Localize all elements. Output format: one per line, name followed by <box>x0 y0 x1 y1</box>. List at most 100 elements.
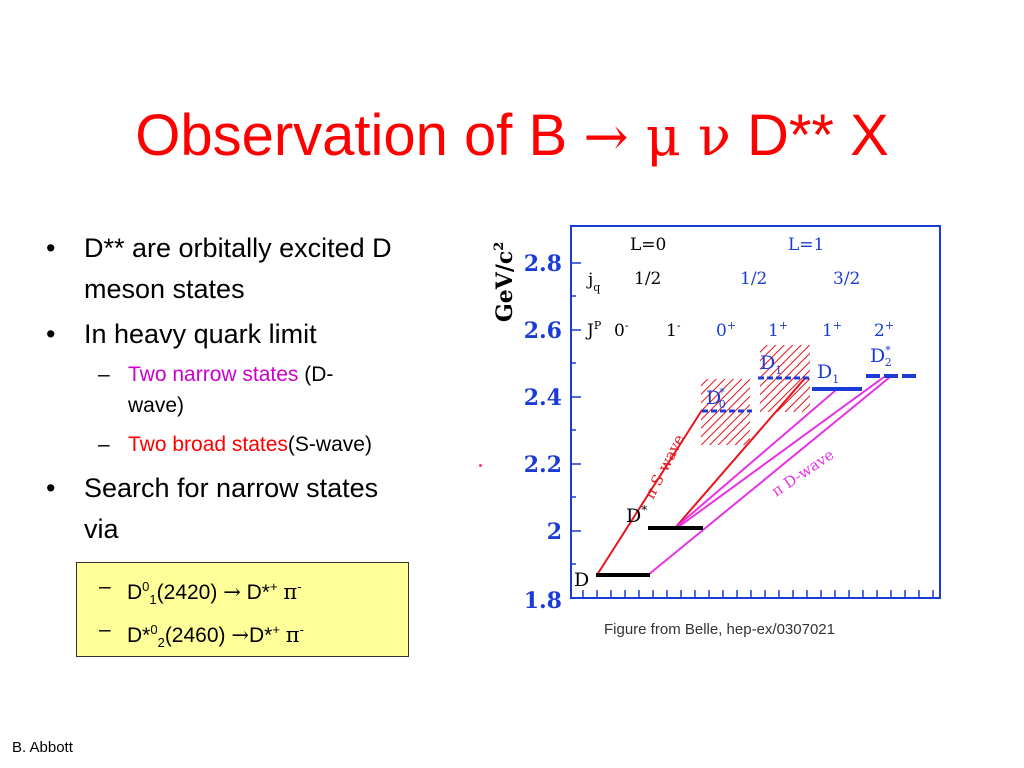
state-label-d1-text: D <box>817 361 832 383</box>
dash-icon: – <box>99 618 111 641</box>
decay-text: D <box>127 581 143 604</box>
jq-label-sub: q <box>593 281 600 294</box>
narrow-states-rest: (D- <box>298 363 334 386</box>
bullet-dot-icon: • <box>46 233 56 263</box>
subbullet-narrow: – Two narrow states (D- wave) <box>40 359 480 421</box>
state-label-d2star-sub: 2 <box>885 356 892 369</box>
decay-sup: 0 <box>150 622 158 637</box>
header-l1: L=1 <box>788 235 824 255</box>
jp-value-n: 1 <box>822 321 833 341</box>
jp-value: 0- <box>614 319 629 341</box>
state-label-d0star: D* 0 <box>706 386 726 411</box>
jp-value-n: 1 <box>768 321 779 341</box>
jp-value: 0+ <box>716 319 736 341</box>
state-label-d0star-text: D <box>706 387 721 409</box>
ytick-label: 2.8 <box>524 251 562 277</box>
decay-sup: + <box>272 622 280 637</box>
state-label-d1-broad-sub: 1 <box>775 364 782 377</box>
jp-value: 1+ <box>768 319 788 341</box>
bullet-text: Search for narrow states <box>84 473 379 503</box>
decay-text: D* <box>240 581 270 604</box>
bullet-text: In heavy quark limit <box>84 319 317 349</box>
jq-label-text: j <box>586 270 593 290</box>
jp-value-n: 2 <box>874 321 885 341</box>
jp-value-s: + <box>885 319 894 332</box>
d-wave-transitions <box>647 376 891 576</box>
title-mu: μ <box>628 105 699 168</box>
jq-value: 1/2 <box>740 269 767 289</box>
s-wave-label: π S-wave <box>641 431 689 501</box>
bottom-ticks <box>582 590 934 598</box>
title-suffix: D** X <box>730 103 889 168</box>
bullet-text: via <box>84 514 119 544</box>
title-arrow: → <box>583 105 629 168</box>
ytick-label: 2.6 <box>524 318 562 344</box>
decay-text: D* <box>248 624 273 647</box>
dash-icon: – <box>98 363 110 386</box>
ytick-label: 2.4 <box>524 385 562 411</box>
state-label-d: D <box>574 569 589 591</box>
jq-value: 1/2 <box>634 269 661 289</box>
level-diagram: 2.8 2.6 2.4 2.2 2 1.8 GeV/c2 L=0 L=1 jq … <box>492 225 941 614</box>
bullet-text: meson states <box>84 274 245 304</box>
decay-sup: 0 <box>142 579 150 594</box>
pi-symbol: π <box>283 580 298 604</box>
jp-label: JP <box>585 319 602 341</box>
state-label-d1-sub: 1 <box>832 373 839 386</box>
state-label-d0star-sup: * <box>719 386 725 399</box>
state-label-d2star-sup: * <box>885 344 891 357</box>
jp-value-n: 1 <box>666 321 677 341</box>
decay-text: (2420) <box>156 581 224 604</box>
state-label-d1-broad-text: D <box>760 352 775 374</box>
decay-sup: + <box>269 579 278 594</box>
bullet-list: • D** are orbitally excited D meson stat… <box>40 228 480 554</box>
header-l0: L=0 <box>630 235 666 255</box>
jp-value: 1- <box>666 319 681 341</box>
state-label-dstar: D* <box>626 503 647 527</box>
decay-text: D* <box>127 624 151 647</box>
state-label-d2star: D* 2 <box>870 344 892 369</box>
dash-icon: – <box>98 433 110 456</box>
jp-value-s: + <box>727 319 736 332</box>
state-label-dstar-text: D <box>626 505 641 527</box>
decay-sup: - <box>299 622 304 637</box>
ytick-label: 2 <box>547 519 562 545</box>
state-label-d2star-text: D <box>870 345 885 367</box>
jp-value-s: + <box>833 319 842 332</box>
title-nu: ν <box>698 105 731 168</box>
jp-label-sup: P <box>594 319 602 332</box>
narrow-states-text: Two narrow states <box>128 363 299 386</box>
bullet-text: D** are orbitally excited D <box>84 233 392 263</box>
bullet-heavy-quark: • In heavy quark limit <box>40 314 480 355</box>
plot-frame <box>570 225 941 599</box>
bullet-search: • Search for narrow states via <box>40 468 480 550</box>
decay-sup: - <box>297 579 302 594</box>
jp-value: 1+ <box>822 319 842 341</box>
state-label-d0star-sub: 0 <box>719 398 726 411</box>
stray-dot <box>479 464 482 467</box>
jq-value: 3/2 <box>833 269 860 289</box>
jp-value-n: 0 <box>716 321 727 341</box>
pi-symbol: π <box>285 623 300 647</box>
slide-title: Observation of B → μ ν D** X <box>0 96 1024 177</box>
decay-sub: 2 <box>157 635 165 651</box>
yaxis-label-sup: 2 <box>492 242 507 251</box>
state-label-d1: D1 <box>817 361 839 386</box>
author-footer: B. Abbott <box>12 739 73 756</box>
narrow-states-rest2: wave) <box>128 394 185 417</box>
title-prefix: Observation of B <box>135 103 584 168</box>
s-wave-transitions <box>596 376 807 576</box>
yaxis-label-text: GeV/c <box>492 251 518 322</box>
decay-text: (2460) <box>164 624 232 647</box>
jq-label: jq <box>586 270 600 294</box>
jp-value-n: 0 <box>614 321 625 341</box>
decay-row-d2: – D*02(2460) →D*+ π- <box>77 615 407 650</box>
yaxis-label: GeV/c2 <box>492 242 518 322</box>
jp-label-text: J <box>585 321 594 341</box>
left-ticks <box>571 262 581 565</box>
arrow-icon: → <box>231 623 249 647</box>
dash-icon: – <box>99 575 111 598</box>
ytick-label: 2.2 <box>524 452 562 478</box>
broad-states-text: Two broad states <box>128 433 288 456</box>
jp-value-s: - <box>625 319 629 332</box>
